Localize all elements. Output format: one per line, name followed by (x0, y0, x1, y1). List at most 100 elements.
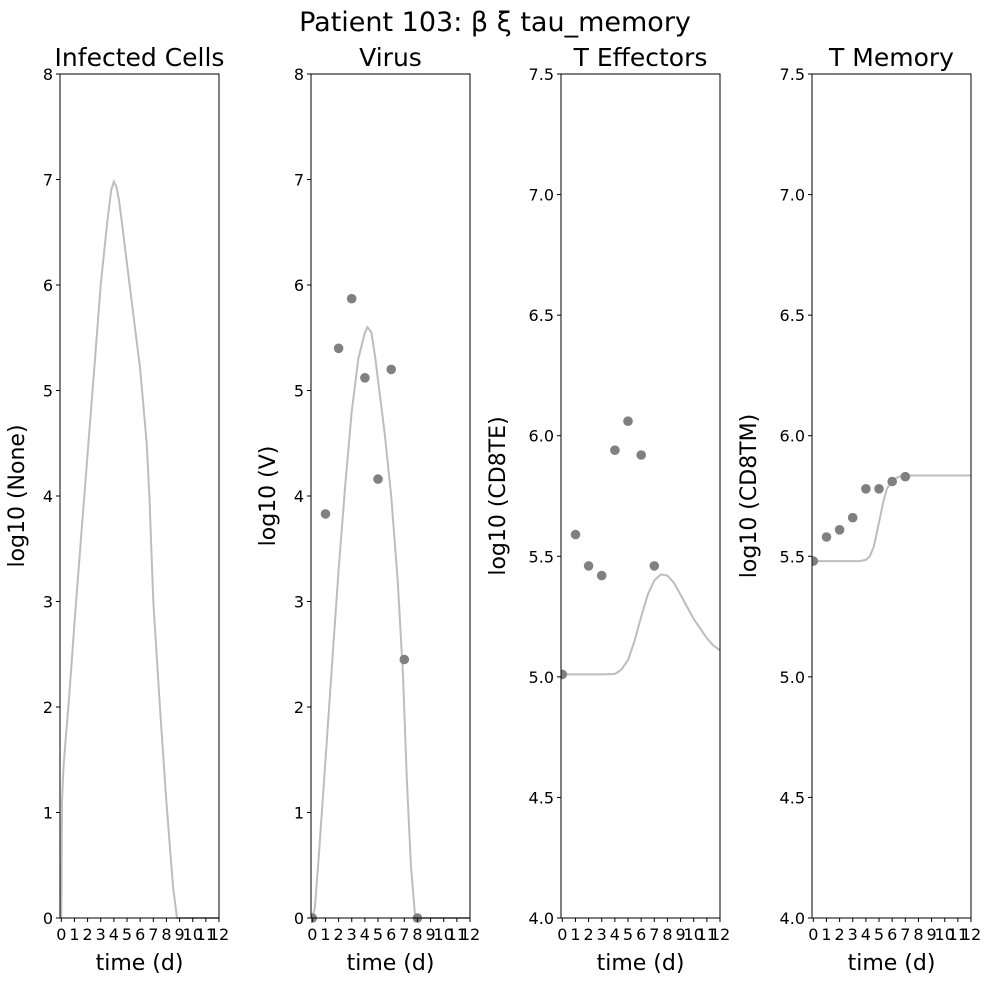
y-axis-label: log10 (None) (5, 424, 30, 567)
y-tick-label: 8 (294, 65, 304, 84)
x-tick-label: 6 (135, 925, 145, 944)
y-tick-label: 5.0 (780, 668, 805, 687)
y-tick-label: 7 (43, 171, 53, 190)
x-tick-label: 4 (610, 925, 620, 944)
y-tick-label: 1 (294, 804, 304, 823)
y-tick-label: 6 (43, 276, 53, 295)
y-axis-label: log10 (CD8TM) (737, 414, 762, 578)
x-tick-label: 8 (412, 925, 422, 944)
data-point (561, 669, 568, 680)
data-point (373, 474, 383, 484)
x-tick-label: 10 (434, 925, 454, 944)
x-tick-label: 12 (710, 925, 730, 944)
y-tick-label: 2 (43, 698, 53, 717)
model-curve (562, 573, 721, 676)
x-tick-label: 1 (320, 925, 330, 944)
data-point (386, 364, 397, 375)
x-tick-label: 9 (425, 925, 435, 944)
data-point (399, 654, 410, 665)
x-tick-label: 8 (161, 925, 171, 944)
x-tick-label: 6 (386, 925, 396, 944)
x-tick-label: 7 (900, 925, 910, 944)
x-tick-label: 6 (887, 925, 897, 944)
x-tick-label: 7 (649, 925, 659, 944)
x-axis-label: time (d) (96, 951, 184, 976)
data-point (636, 450, 646, 460)
data-point (583, 561, 594, 571)
y-tick-label: 7.5 (780, 65, 805, 84)
x-tick-label: 7 (148, 925, 158, 944)
model-curve (813, 474, 971, 563)
x-tick-label: 1 (821, 925, 831, 944)
x-tick-label: 9 (174, 925, 184, 944)
axes-frame (560, 73, 721, 919)
x-axis-label: time (d) (347, 951, 435, 976)
x-tick-label: 8 (662, 925, 672, 944)
y-tick-label: 4.5 (529, 788, 554, 807)
y-tick-label: 4.5 (780, 788, 805, 807)
y-tick-label: 5 (43, 382, 53, 401)
y-tick-label: 3 (43, 593, 53, 612)
x-tick-label: 12 (460, 925, 480, 944)
y-axis-label: log10 (CD8TE) (486, 416, 511, 575)
x-tick-label: 0 (307, 925, 317, 944)
x-tick-label: 11 (196, 925, 216, 944)
x-tick-label: 0 (808, 925, 818, 944)
y-tick-label: 4.0 (780, 909, 805, 928)
y-tick-label: 0 (294, 909, 304, 928)
x-tick-label: 8 (913, 925, 923, 944)
x-tick-label: 9 (675, 925, 685, 944)
model-curve (60, 178, 219, 919)
y-tick-label: 0 (43, 909, 53, 928)
y-tick-label: 1 (43, 804, 53, 823)
y-tick-label: 6.0 (780, 427, 805, 446)
x-tick-label: 9 (926, 925, 936, 944)
x-tick-label: 5 (373, 925, 383, 944)
data-point (812, 556, 819, 566)
x-tick-label: 3 (848, 925, 858, 944)
x-tick-label: 5 (874, 925, 884, 944)
x-tick-label: 2 (835, 925, 845, 944)
x-axis-label: time (d) (848, 951, 936, 976)
y-axis-label: log10 (V) (256, 446, 281, 547)
y-tick-label: 7.5 (529, 65, 554, 84)
x-tick-label: 4 (861, 925, 871, 944)
data-point (874, 484, 884, 494)
x-tick-label: 7 (399, 925, 409, 944)
x-tick-label: 0 (557, 925, 567, 944)
x-tick-label: 10 (183, 925, 203, 944)
x-tick-label: 3 (347, 925, 357, 944)
y-tick-label: 4 (294, 487, 304, 506)
x-tick-label: 3 (597, 925, 607, 944)
y-tick-label: 5 (294, 382, 304, 401)
x-tick-label: 4 (109, 925, 119, 944)
y-tick-label: 2 (294, 698, 304, 717)
y-tick-label: 4.0 (529, 909, 554, 928)
y-tick-label: 7.0 (780, 186, 805, 205)
x-tick-label: 2 (334, 925, 344, 944)
x-tick-label: 4 (360, 925, 370, 944)
x-tick-label: 1 (570, 925, 580, 944)
data-point (346, 293, 357, 304)
data-point (320, 509, 331, 519)
y-tick-label: 5.5 (529, 547, 554, 566)
x-tick-label: 1 (69, 925, 79, 944)
plot-area (311, 293, 470, 923)
x-tick-label: 11 (447, 925, 467, 944)
data-point (887, 476, 897, 487)
panel-title: Infected Cells (55, 43, 225, 72)
x-tick-label: 3 (96, 925, 106, 944)
data-point (360, 373, 370, 383)
data-point (834, 525, 845, 535)
y-tick-label: 6 (294, 276, 304, 295)
data-point (821, 532, 832, 542)
data-point (847, 512, 858, 523)
x-tick-label: 5 (122, 925, 132, 944)
y-tick-label: 3 (294, 593, 304, 612)
y-tick-label: 5.0 (529, 668, 554, 687)
x-tick-label: 6 (636, 925, 646, 944)
y-tick-label: 8 (43, 65, 53, 84)
data-point (861, 484, 871, 494)
